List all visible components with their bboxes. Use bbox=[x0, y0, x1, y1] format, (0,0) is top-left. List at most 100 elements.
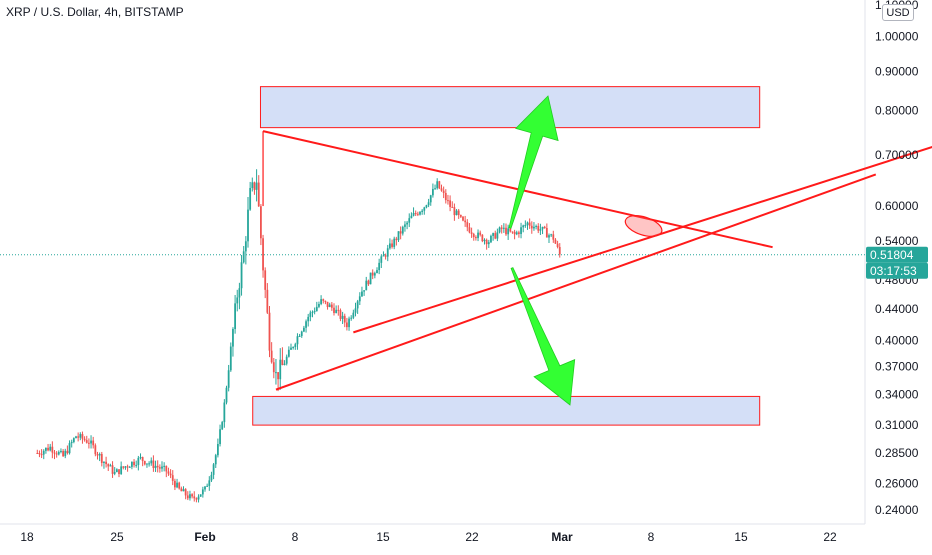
candle bbox=[530, 221, 533, 234]
candle bbox=[197, 494, 200, 503]
candle bbox=[113, 467, 116, 476]
candle-body bbox=[449, 200, 451, 207]
candle bbox=[339, 308, 342, 322]
candle bbox=[556, 240, 559, 249]
candle-body bbox=[350, 317, 353, 319]
candle bbox=[479, 230, 482, 237]
candle bbox=[558, 243, 561, 258]
candle bbox=[38, 450, 41, 458]
candle-body bbox=[51, 446, 54, 453]
candle-body bbox=[238, 288, 241, 298]
candle-body bbox=[62, 450, 64, 457]
candle-body bbox=[444, 192, 447, 201]
candle-body bbox=[290, 347, 292, 350]
candle bbox=[389, 238, 391, 250]
candle-body bbox=[70, 441, 73, 444]
candle bbox=[137, 455, 140, 471]
candle bbox=[68, 440, 71, 455]
candle bbox=[485, 238, 488, 250]
candle bbox=[141, 456, 144, 467]
candle-body bbox=[38, 453, 41, 455]
candle-body bbox=[223, 402, 226, 423]
candle-body bbox=[341, 315, 344, 319]
candle bbox=[212, 462, 215, 480]
candle-body bbox=[240, 262, 243, 289]
candle bbox=[81, 431, 84, 444]
candle bbox=[502, 223, 505, 233]
candle-body bbox=[477, 232, 479, 239]
candle bbox=[354, 302, 357, 317]
candle-body bbox=[307, 316, 310, 322]
candle bbox=[438, 180, 441, 190]
candle bbox=[279, 348, 282, 390]
candle bbox=[522, 224, 525, 233]
candle bbox=[550, 233, 553, 238]
candle bbox=[204, 485, 206, 492]
candle-body bbox=[485, 239, 488, 245]
candle-body bbox=[204, 486, 206, 490]
candle bbox=[341, 311, 344, 324]
candle bbox=[526, 221, 529, 230]
candle bbox=[541, 226, 544, 235]
candle-body bbox=[419, 211, 421, 215]
candle-body bbox=[268, 312, 271, 351]
svg-text:03:17:53: 03:17:53 bbox=[870, 264, 917, 278]
candle bbox=[221, 420, 224, 431]
candle bbox=[169, 469, 172, 479]
candle bbox=[507, 224, 510, 240]
candle bbox=[537, 223, 540, 234]
time-axis[interactable]: 18 25 Feb 8 15 22 Mar 8 15 22 bbox=[20, 530, 837, 544]
candle bbox=[543, 225, 546, 229]
candle-body bbox=[550, 234, 553, 236]
candle-body bbox=[348, 318, 350, 328]
candle bbox=[247, 196, 249, 248]
candle bbox=[260, 204, 262, 246]
candle bbox=[313, 307, 316, 315]
candle bbox=[186, 491, 189, 501]
candle bbox=[236, 289, 239, 312]
candle bbox=[40, 449, 43, 459]
candle-body bbox=[92, 440, 95, 446]
candle-body bbox=[363, 290, 365, 292]
currency-button[interactable]: USD bbox=[882, 4, 914, 21]
candle-body bbox=[518, 232, 520, 234]
candle-body bbox=[45, 447, 47, 451]
candle-body bbox=[324, 300, 327, 302]
candle bbox=[410, 212, 413, 219]
candle bbox=[352, 309, 355, 320]
candle bbox=[307, 313, 310, 327]
candle bbox=[118, 469, 120, 478]
candle-body bbox=[184, 489, 187, 496]
candle-body bbox=[169, 473, 172, 476]
candle bbox=[444, 189, 447, 204]
candle bbox=[199, 494, 202, 497]
candle-body bbox=[234, 303, 236, 330]
candle-body bbox=[272, 362, 275, 373]
candle-body bbox=[408, 218, 411, 223]
candle bbox=[408, 213, 411, 228]
chart-title: XRP / U.S. Dollar, 4h, BITSTAMP bbox=[6, 5, 184, 19]
countdown-label: 03:17:53 bbox=[866, 262, 928, 279]
candle bbox=[346, 317, 348, 331]
candle bbox=[180, 486, 183, 492]
candle-body bbox=[335, 309, 338, 313]
candle bbox=[171, 470, 174, 486]
candle-body bbox=[522, 225, 525, 228]
candle bbox=[109, 463, 112, 467]
price-tick-label: 0.37000 bbox=[875, 359, 919, 373]
candle bbox=[107, 463, 110, 472]
time-tick-label: Feb bbox=[194, 530, 215, 544]
candle bbox=[257, 175, 260, 207]
candle bbox=[283, 360, 286, 366]
candle-body bbox=[303, 327, 305, 332]
candle-body bbox=[115, 469, 118, 473]
candle bbox=[365, 276, 368, 291]
candle-body bbox=[505, 227, 507, 235]
candle bbox=[62, 449, 64, 458]
candle bbox=[42, 449, 45, 460]
candle bbox=[462, 216, 464, 222]
candle bbox=[343, 313, 346, 328]
candle-body bbox=[369, 272, 372, 285]
